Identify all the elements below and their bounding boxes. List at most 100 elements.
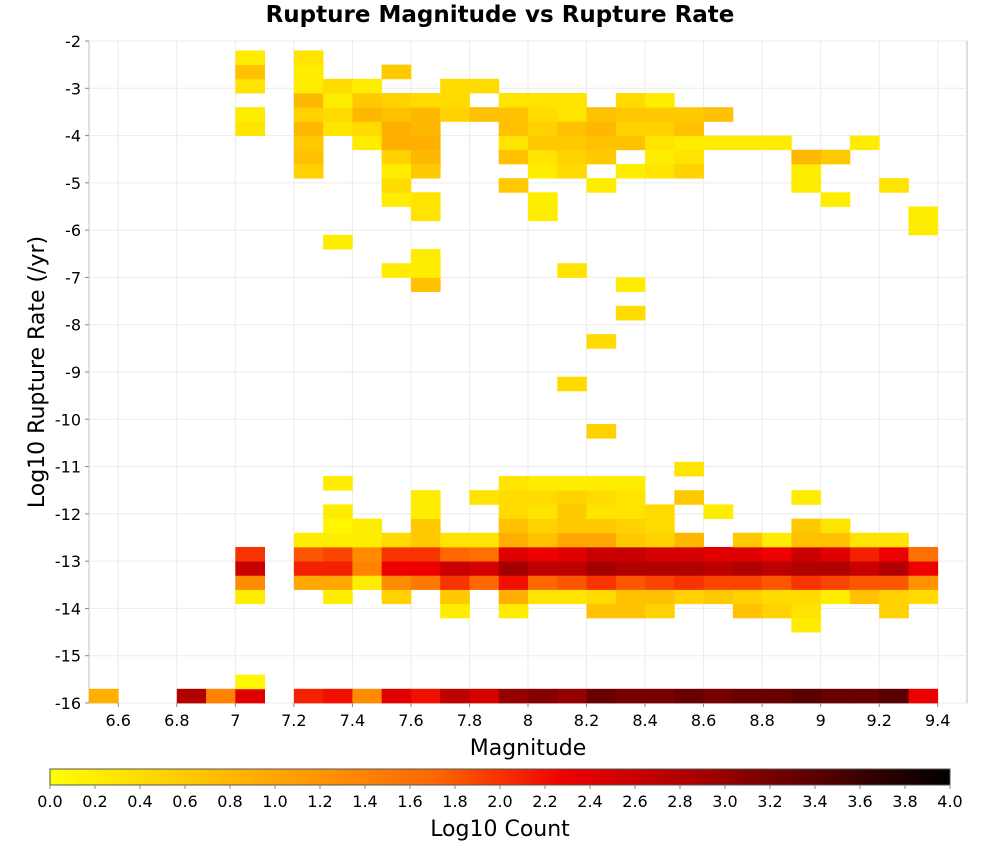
heatmap-cell (528, 163, 558, 179)
y-tick-label: -8 (65, 316, 81, 335)
colorbar-tick-label: 0.6 (172, 792, 197, 811)
heatmap-cell (586, 532, 617, 548)
heatmap-cell (674, 163, 704, 179)
heatmap-cell (235, 561, 265, 576)
colorbar-tick-label: 3.2 (757, 792, 782, 811)
heatmap-cell (645, 688, 675, 704)
heatmap-cell (703, 688, 734, 704)
heatmap-cell (381, 263, 412, 278)
y-tick-label: -2 (65, 32, 81, 51)
heatmap-cell (323, 504, 353, 519)
heatmap-cell (381, 575, 412, 590)
heatmap-cell (323, 575, 353, 590)
y-tick-label: -16 (55, 694, 81, 713)
colorbar-tick-label: 3.4 (802, 792, 827, 811)
heatmap-cell (732, 575, 763, 590)
heatmap-cell (586, 107, 617, 122)
heatmap-cell (557, 561, 587, 576)
heatmap-cell (586, 149, 617, 165)
heatmap-cell (381, 135, 412, 151)
heatmap-cell (645, 532, 675, 548)
heatmap-cell (879, 546, 909, 562)
heatmap-cell (323, 476, 353, 491)
heatmap-cell (469, 490, 500, 505)
heatmap-cell (586, 121, 617, 136)
heatmap-cell (615, 575, 646, 590)
heatmap-cell (879, 575, 909, 590)
heatmap-cell (528, 107, 558, 122)
heatmap-cell (323, 121, 353, 136)
heatmap-cell (323, 93, 353, 108)
heatmap-cell (352, 107, 383, 122)
heatmap-cell (410, 249, 441, 264)
heatmap-cell (703, 575, 734, 590)
heatmap-cell (381, 163, 412, 179)
colorbar-tick-label: 1.4 (352, 792, 377, 811)
heatmap-cell (615, 107, 646, 122)
colorbar-tick-label: 1.6 (397, 792, 422, 811)
heatmap-cell (557, 376, 587, 392)
heatmap-cell (440, 561, 470, 576)
heatmap-cell (645, 149, 675, 165)
heatmap-cell (528, 532, 558, 548)
heatmap-cell (615, 277, 646, 293)
y-axis-label: Log10 Rupture Rate (/yr) (25, 236, 50, 508)
heatmap-cell (498, 546, 529, 562)
heatmap-cell (176, 688, 207, 704)
heatmap-cell (293, 78, 324, 94)
heatmap-cell (674, 532, 704, 548)
heatmap-cell (235, 589, 265, 605)
heatmap-cell (557, 107, 587, 122)
heatmap-cell (293, 135, 324, 151)
heatmap-cell (791, 149, 822, 165)
y-tick-label: -15 (55, 647, 81, 666)
heatmap-cell (557, 135, 587, 151)
heatmap-cell (762, 135, 792, 151)
colorbar-tick-label: 2.6 (622, 792, 647, 811)
colorbar-tick-label: 0.0 (37, 792, 62, 811)
heatmap-cell (586, 589, 617, 605)
colorbar-tick-label: 1.8 (442, 792, 467, 811)
x-tick-label: 8.4 (632, 711, 657, 730)
heatmap-cell (674, 546, 704, 562)
colorbar-tick-label: 2.0 (487, 792, 512, 811)
heatmap-cell (498, 490, 529, 505)
y-tick-label: -12 (55, 505, 81, 524)
heatmap-cell (820, 589, 851, 605)
heatmap-cell (440, 688, 470, 704)
heatmap-cell (586, 476, 617, 491)
heatmap-cell (440, 546, 470, 562)
colorbar-tick-label: 4.0 (937, 792, 962, 811)
heatmap-cell (703, 135, 734, 151)
heatmap-cell (410, 504, 441, 519)
heatmap-cell (820, 149, 851, 165)
heatmap-cell (469, 561, 500, 576)
heatmap-cell (586, 178, 617, 193)
heatmap-cell (381, 546, 412, 562)
heatmap-cell (791, 603, 822, 619)
y-tick-label: -9 (65, 363, 81, 382)
heatmap-cell (908, 561, 939, 576)
y-tick-label: -10 (55, 410, 81, 429)
heatmap-cell (440, 575, 470, 590)
heatmap-cell (908, 546, 939, 562)
heatmap-cell (586, 334, 617, 349)
heatmap-cell (410, 93, 441, 108)
colorbar-tick-label: 3.0 (712, 792, 737, 811)
x-tick-label: 7.2 (281, 711, 306, 730)
heatmap-cell (498, 575, 529, 590)
heatmap-cell (352, 688, 383, 704)
heatmap-cell (615, 688, 646, 704)
heatmap-cell (528, 476, 558, 491)
heatmap-cell (791, 546, 822, 562)
heatmap-cell (89, 688, 119, 704)
heatmap-cell (762, 688, 792, 704)
heatmap-cell (615, 518, 646, 534)
heatmap-cell (674, 688, 704, 704)
y-tick-label: -14 (55, 599, 81, 618)
heatmap-cell (528, 546, 558, 562)
heatmap-cell (528, 518, 558, 534)
heatmap-cell (410, 490, 441, 505)
heatmap-cell (762, 532, 792, 548)
heatmap-cell (469, 532, 500, 548)
